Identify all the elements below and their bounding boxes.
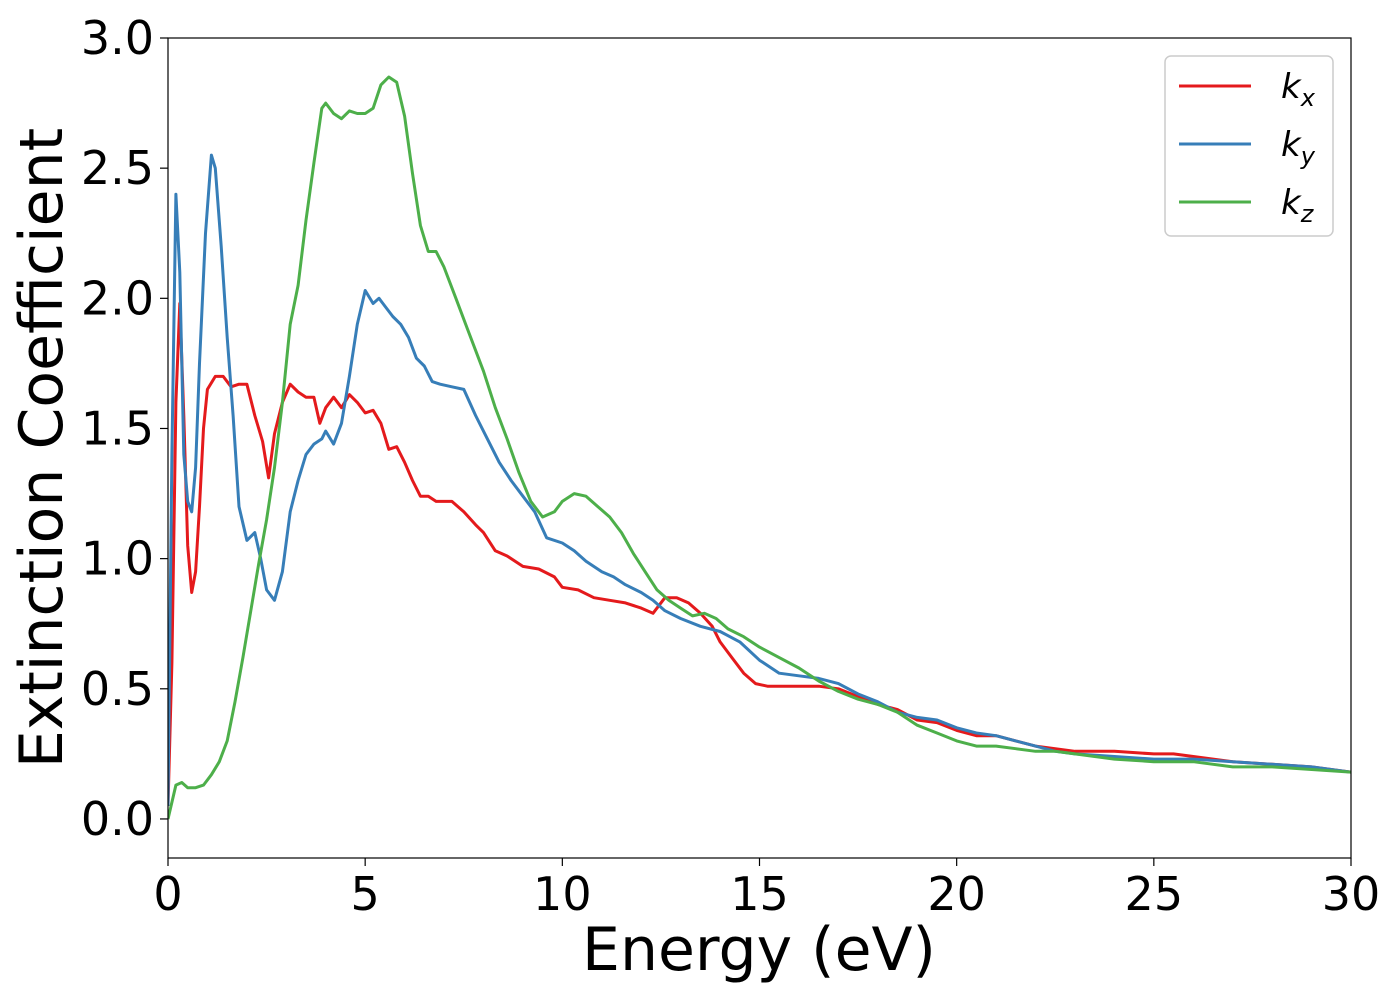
x-tick-label: 30 (1322, 867, 1381, 921)
y-tick-label: 1.5 (81, 401, 154, 455)
y-tick-label: 1.0 (81, 532, 154, 586)
axes-layer: 0 5 10 15 20 25 30 0.0 0.5 1.0 1.5 2.0 2.5 3.0 (81, 11, 1380, 921)
series-line-k-x (168, 302, 1351, 806)
series-layer (168, 75, 1351, 820)
x-tick-label: 25 (1125, 867, 1184, 921)
x-tick-label: 5 (351, 867, 380, 921)
x-axis-title: Energy (eV) (582, 915, 936, 985)
series-line-k-y (168, 153, 1351, 806)
y-tick-label: 0.0 (81, 792, 154, 846)
y-tick-label: 3.0 (81, 11, 154, 65)
y-tick-label: 0.5 (81, 662, 154, 716)
x-tick-label: 0 (153, 867, 182, 921)
x-tick-label: 20 (927, 867, 986, 921)
x-tick-label: 15 (730, 867, 789, 921)
legend-box (1164, 55, 1334, 237)
plot-area (168, 38, 1351, 858)
plot-background (168, 38, 1351, 858)
x-tick-label: 10 (533, 867, 592, 921)
series-line-k-z (168, 75, 1351, 820)
y-tick-label: 2.5 (81, 141, 154, 195)
y-tick-label: 2.0 (81, 271, 154, 325)
y-axis-title: Extinction Coefficient (7, 128, 77, 768)
